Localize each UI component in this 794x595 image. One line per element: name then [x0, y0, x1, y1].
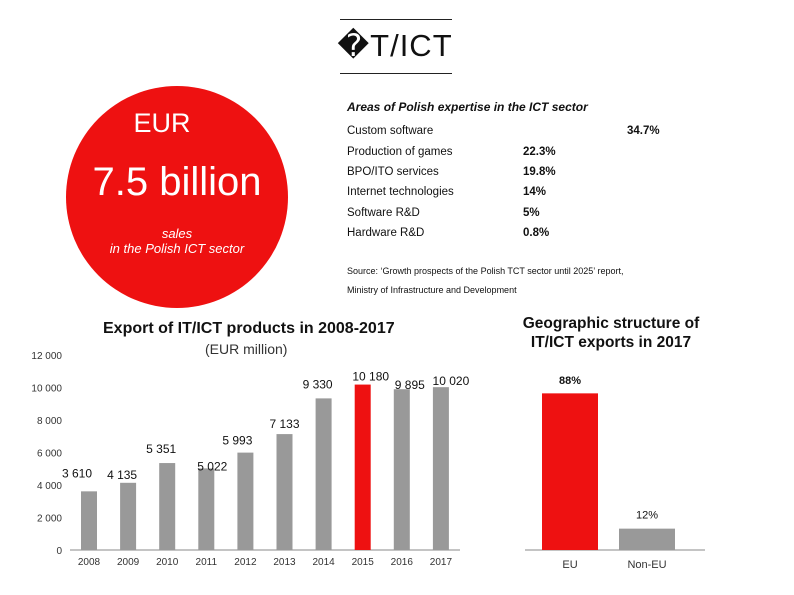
bar	[159, 463, 176, 550]
title-rule-bottom	[340, 73, 452, 74]
bar	[354, 384, 371, 550]
title-rule-top	[340, 19, 452, 20]
expertise-value: 22.3%	[523, 146, 556, 158]
headline-subtitle-line2: in the Polish ICT sector	[109, 241, 245, 256]
expertise-value: 0.8%	[523, 227, 550, 239]
bar	[619, 528, 675, 550]
bar	[432, 387, 449, 550]
x-tick-label: 2013	[273, 557, 296, 568]
x-tick-label: EU	[562, 559, 577, 571]
export-chart-subtitle: (EUR million)	[205, 341, 288, 357]
export-chart-title: Export of IT/ICT products in 2008-2017	[103, 320, 395, 337]
x-tick-label: Non-EU	[627, 559, 666, 571]
data-label: 88%	[559, 375, 581, 387]
data-label: 9 895	[395, 378, 425, 392]
source-note: Source: ‘Growth prospects of the Polish …	[347, 262, 677, 300]
expertise-name: BPO/ITO services	[347, 166, 439, 178]
bar	[276, 434, 293, 550]
y-tick-label: 4 000	[37, 481, 62, 492]
y-tick-label: 2 000	[37, 514, 62, 525]
x-tick-label: 2015	[352, 557, 375, 568]
y-tick-label: 12 000	[31, 351, 62, 362]
page-title: �T/ICT	[337, 28, 453, 63]
expertise-value: 19.8%	[523, 166, 556, 178]
expertise-name: Hardware R&D	[347, 227, 425, 239]
x-tick-label: 2016	[391, 557, 414, 568]
x-tick-label: 2017	[430, 557, 453, 568]
headline-circle: EUR 7.5 billion sales in the Polish ICT …	[66, 86, 288, 308]
y-tick-label: 8 000	[37, 416, 62, 427]
data-label: 4 135	[107, 468, 137, 482]
x-tick-label: 2009	[117, 557, 140, 568]
y-tick-label: 0	[56, 546, 62, 557]
expertise-title: Areas of Polish expertise in the ICT sec…	[347, 100, 588, 114]
geo-chart-title: Geographic structure of IT/ICT exports i…	[522, 315, 700, 351]
headline-value: 7.5 billion	[92, 160, 262, 204]
expertise-name: Internet technologies	[347, 186, 454, 198]
data-label: 9 330	[303, 377, 333, 391]
x-tick-label: 2012	[234, 557, 257, 568]
expertise-name: Software R&D	[347, 207, 420, 219]
x-tick-label: 2011	[196, 557, 218, 568]
data-label: 5 351	[146, 442, 176, 456]
data-label: 5 993	[222, 434, 252, 448]
expertise-name: Custom software	[347, 125, 434, 137]
data-label: 12%	[636, 510, 658, 522]
x-tick-label: 2010	[156, 557, 179, 568]
y-tick-label: 6 000	[37, 449, 62, 460]
x-tick-label: 2014	[312, 557, 335, 568]
data-label: 7 133	[269, 417, 299, 431]
data-label: 10 180	[352, 370, 389, 384]
bar	[542, 393, 598, 550]
expertise-value: 34.7%	[627, 125, 660, 137]
bar	[237, 452, 254, 550]
export-chart: 0 2 000 4 000 6 000 8 000 10 000 12 000 2008 3 6…	[31, 351, 470, 568]
bar	[393, 389, 410, 550]
headline-subtitle-line1: sales	[161, 226, 193, 241]
y-tick-label: 10 000	[31, 384, 62, 395]
data-label: 10 020	[433, 374, 470, 388]
bar	[198, 468, 215, 550]
x-tick-label: 2008	[78, 557, 101, 568]
expertise-name: Production of games	[347, 146, 453, 158]
expertise-value: 14%	[523, 186, 547, 198]
source-line2: Ministry of Infrastructure and Developme…	[347, 285, 517, 295]
bar	[120, 482, 137, 550]
data-label: 3 610	[62, 466, 92, 480]
bar	[315, 398, 332, 550]
expertise-value: 5%	[523, 207, 540, 219]
bar	[81, 491, 97, 550]
data-label: 5 022	[197, 459, 227, 473]
headline-currency: EUR	[133, 108, 191, 138]
geo-chart: EU Non-EU 88% 12%	[525, 375, 705, 571]
headline-subtitle: sales in the Polish ICT sector	[66, 226, 288, 256]
source-line1: Source: ‘Growth prospects of the Polish …	[347, 266, 624, 276]
